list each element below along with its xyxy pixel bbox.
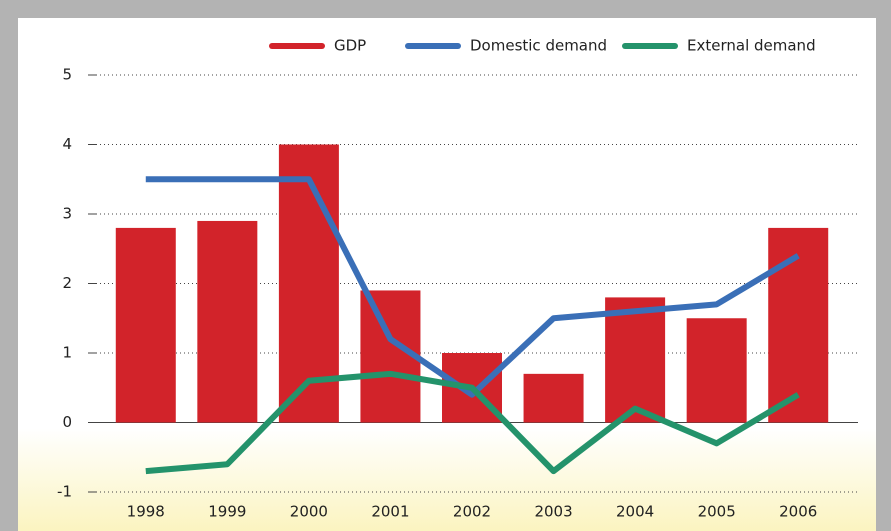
y-tick-label: -1: [57, 483, 72, 501]
legend-label: Domestic demand: [470, 37, 607, 55]
bar: [523, 373, 584, 423]
bar: [360, 290, 421, 423]
y-tick-label: 4: [62, 135, 72, 153]
bar: [605, 297, 666, 423]
legend-label: GDP: [334, 37, 366, 55]
y-tick-label: 1: [62, 344, 72, 362]
x-tick-label: 2000: [290, 503, 328, 521]
bar: [686, 318, 747, 423]
x-tick-label: 2006: [779, 503, 817, 521]
legend-label: External demand: [687, 37, 816, 55]
bar: [115, 227, 176, 423]
x-tick-label: 2003: [534, 503, 572, 521]
x-tick-label: 1999: [208, 503, 246, 521]
y-tick-label: 0: [62, 413, 72, 431]
bar: [197, 220, 258, 423]
line: [145, 370, 800, 475]
x-tick-label: 2004: [616, 503, 654, 521]
line: [145, 176, 800, 398]
y-tick-label: 2: [62, 274, 72, 292]
x-tick-label: 2001: [371, 503, 409, 521]
x-tick-label: 1998: [127, 503, 165, 521]
y-tick-label: 3: [62, 205, 72, 223]
bar: [768, 227, 829, 423]
x-tick-label: 2005: [698, 503, 736, 521]
y-tick-label: 5: [62, 66, 72, 84]
x-tick-label: 2002: [453, 503, 491, 521]
